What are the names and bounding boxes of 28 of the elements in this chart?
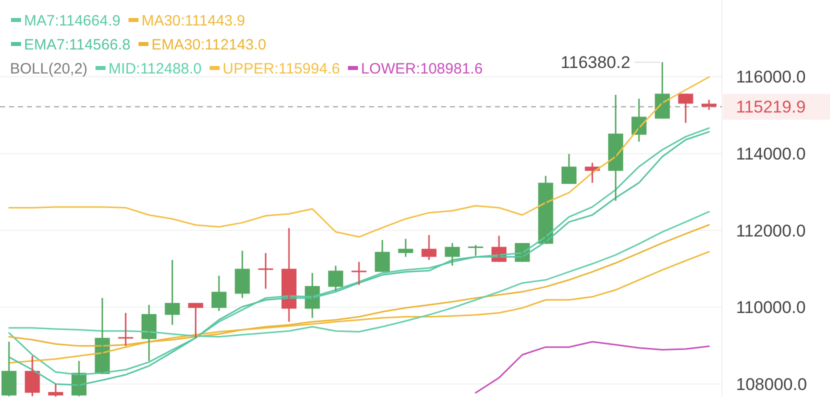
- candlestick: [444, 242, 460, 266]
- candlestick: [468, 244, 484, 256]
- candlestick: [352, 261, 366, 286]
- y-tick-label: 116000.0: [736, 68, 806, 87]
- legend-label: LOWER:108981.6: [360, 60, 483, 78]
- line-series: [8, 76, 710, 238]
- candlestick: [2, 340, 16, 397]
- ref-line-label: 115219.9: [736, 98, 806, 117]
- candlestick: [562, 153, 576, 185]
- line-series: [474, 340, 710, 394]
- candlestick: [328, 264, 344, 292]
- y-tick-label: 112000.0: [736, 221, 806, 240]
- legend-label: UPPER:115994.6: [222, 60, 340, 78]
- candlestick: [164, 259, 180, 326]
- y-tick-label: 108000.0: [736, 374, 807, 394]
- legend-label: MID:112488.0: [108, 60, 202, 78]
- legend-label: EMA30:112143.0: [151, 36, 266, 54]
- legend-label: MA30:111443.9: [141, 12, 246, 30]
- legend-label: EMA7:114566.8: [24, 36, 130, 54]
- y-tick-label: 110000.0: [736, 298, 806, 318]
- legend-title: BOLL(20,2): [10, 60, 88, 78]
- candlestick: [118, 312, 134, 347]
- legend-label: MA7:114664.9: [24, 12, 120, 30]
- candlestick: [258, 252, 274, 290]
- y-tick-label: 114000.0: [736, 144, 806, 164]
- candlestick: [48, 383, 64, 397]
- annotation: 116380.2: [560, 53, 630, 72]
- candlestick: [188, 302, 204, 339]
